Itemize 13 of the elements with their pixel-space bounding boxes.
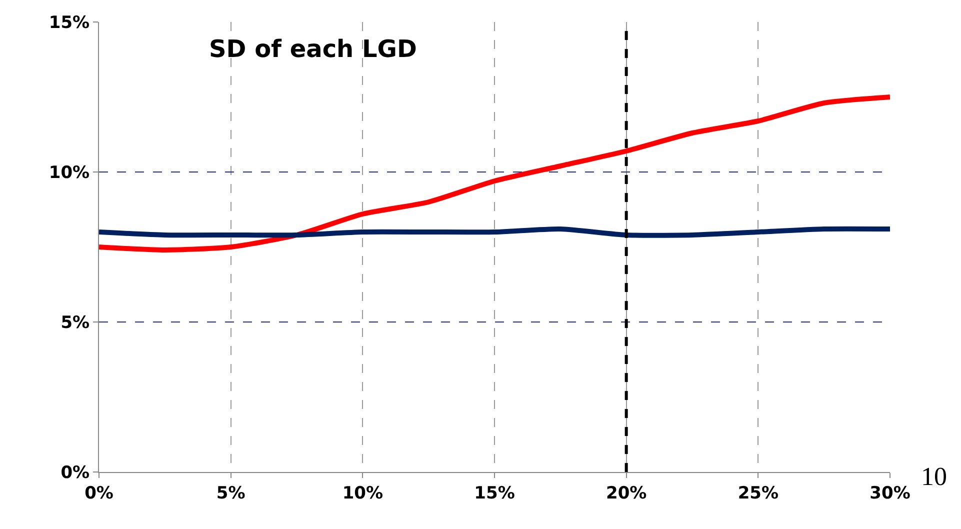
x-tick-label: 10% bbox=[342, 483, 384, 504]
x-tick-label: 15% bbox=[474, 483, 515, 504]
x-tick-label: 0% bbox=[84, 483, 114, 504]
annotation: SD of each LGD bbox=[209, 35, 417, 63]
y-tick-label: 15% bbox=[48, 12, 90, 33]
y-tick-label: 5% bbox=[60, 312, 90, 333]
x-tick-label: 5% bbox=[216, 483, 246, 504]
x-tick-label: 25% bbox=[738, 483, 779, 504]
text: 10 bbox=[921, 462, 947, 491]
y-tick-label: 10% bbox=[48, 162, 90, 183]
x-tick-label: 20% bbox=[606, 483, 647, 504]
y-tick-label: 0% bbox=[60, 462, 90, 483]
x-tick-label: 30% bbox=[870, 483, 910, 504]
